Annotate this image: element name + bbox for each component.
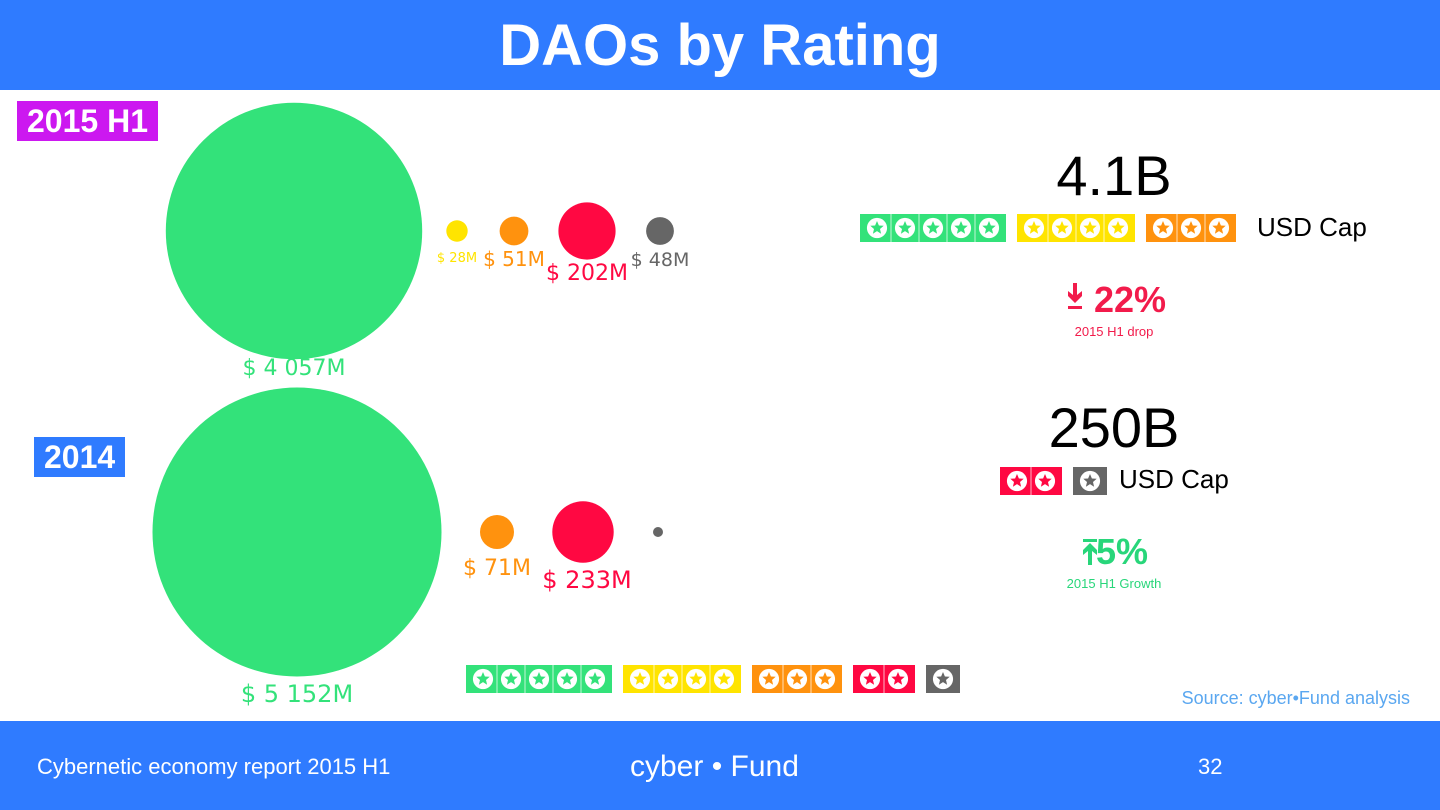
bubble-label-2015-h1-4-stars: $ 28M [437, 251, 477, 266]
rating-legend [466, 665, 960, 693]
bubble-label-2015-h1-2-stars: $ 202M [546, 261, 628, 286]
bubble-2014-3-stars [480, 515, 514, 549]
bubble-2015-h1-4-stars [446, 220, 468, 242]
period-label-2014: 2014 [34, 437, 126, 477]
bubble-2014-1-star-marker [653, 527, 663, 537]
rating-4-star-icon [623, 665, 741, 693]
bubble-label-2014-3-stars: $ 71M [463, 556, 531, 581]
rating-2-star-icon [1000, 467, 1062, 495]
bubble-2015-h1-1-star [646, 217, 674, 245]
rating-3-star-icon [752, 665, 842, 693]
slide-footer: Cybernetic economy report 2015 H1 cyber … [0, 721, 1440, 810]
rating-1-star-icon [1073, 467, 1107, 495]
rating-icons-bottom [1000, 467, 1107, 495]
bubble-chart: $ 4 057M $ 28M $ 51M$ 202M$ 48M $ 5 152M $ 7… [152, 102, 690, 708]
cap-label-bottom: USD Cap [1119, 464, 1229, 494]
bubble-label-2015-h1-5-stars: $ 4 057M [243, 356, 346, 381]
bubble-label-2015-h1-1-star: $ 48M [631, 249, 690, 271]
arrow-down-icon [1068, 283, 1082, 309]
bubble-2015-h1-3-stars [499, 216, 529, 246]
brand-name: cyber • Fund [630, 750, 799, 783]
rating-5-star-icon [860, 214, 1006, 242]
report-name: Cybernetic economy report 2015 H1 [37, 754, 391, 779]
cap-value-top: 4.1B [1056, 144, 1172, 207]
change-label-top: 2015 H1 drop [1074, 324, 1154, 339]
slide-title: DAOs by Rating [499, 13, 941, 78]
cap-value-bottom: 250B [1048, 396, 1180, 459]
rating-icons-top [860, 214, 1236, 242]
rating-2-star-icon [853, 665, 915, 693]
bubble-2015-h1-2-stars [558, 202, 616, 260]
page-number: 32 [1198, 754, 1223, 779]
bubble-2014-5-stars [152, 387, 442, 677]
change-label-bottom: 2015 H1 Growth [1066, 576, 1162, 591]
source-note: Source: cyber•Fund analysis [1181, 688, 1410, 708]
rating-4-star-icon [1017, 214, 1135, 242]
bubble-label-2014-2-stars: $ 233M [542, 566, 631, 594]
rating-1-star-icon [926, 665, 960, 693]
change-value-bottom: 5% [1095, 531, 1149, 572]
bubble-label-2015-h1-3-stars: $ 51M [483, 247, 545, 271]
period-label-2015-h1: 2015 H1 [17, 101, 158, 141]
cap-label-top: USD Cap [1257, 212, 1367, 242]
slide-header: DAOs by Rating [0, 0, 1440, 90]
rating-3-star-icon [1146, 214, 1236, 242]
rating-5-star-icon [466, 665, 612, 693]
change-value-top: 22% [1093, 279, 1167, 320]
bubble-label-2014-5-stars: $ 5 152M [241, 680, 353, 708]
bubble-2015-h1-5-stars [165, 102, 423, 360]
bubble-2014-2-stars [552, 501, 614, 563]
arrow-up-icon [1083, 539, 1097, 565]
